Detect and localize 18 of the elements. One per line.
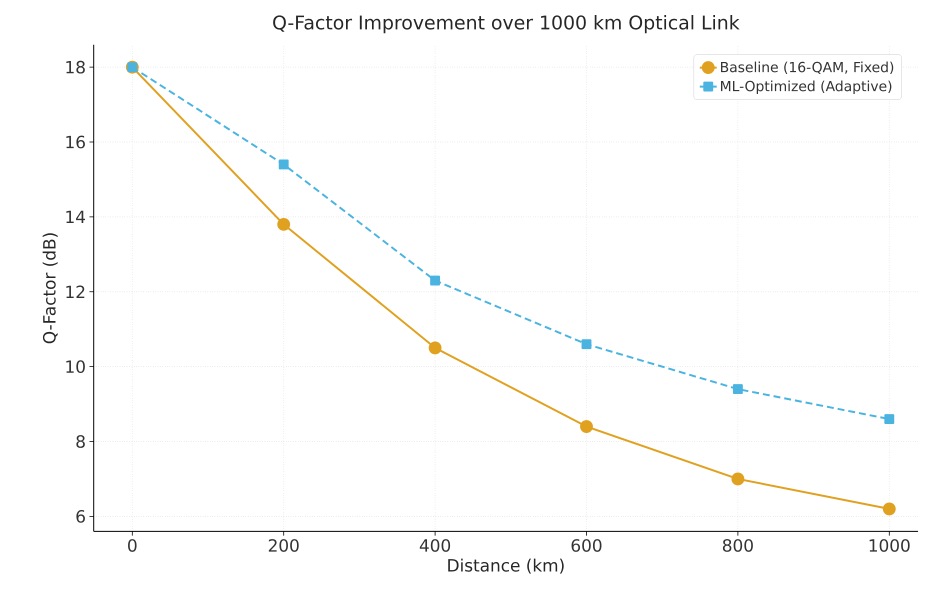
legend-label: ML-Optimized (Adaptive) [721,80,892,94]
y-tick-label: 12 [66,286,84,298]
x-tick-label: 1000 [870,539,910,552]
y-tick-label: 8 [76,435,85,448]
x-tick-label: 400 [420,539,450,552]
chart-title: Q-Factor Improvement over 1000 km Optical Link [273,15,740,34]
y-tick-label: 6 [76,510,85,523]
legend-label: Baseline (16-QAM, Fixed) [721,62,894,74]
x-tick-label: 200 [268,539,299,552]
x-axis-title: Distance (km) [448,558,564,574]
x-tick-label: 600 [572,539,602,552]
x-tick-label: 0 [128,539,137,552]
y-tick-label: 14 [66,210,86,224]
x-tick-label: 800 [722,539,753,552]
y-tick-label: 18 [66,60,85,74]
y-tick-label: 16 [66,136,85,148]
y-tick-label: 10 [66,360,85,374]
y-axis-title: Q-Factor (dB) [42,233,58,344]
